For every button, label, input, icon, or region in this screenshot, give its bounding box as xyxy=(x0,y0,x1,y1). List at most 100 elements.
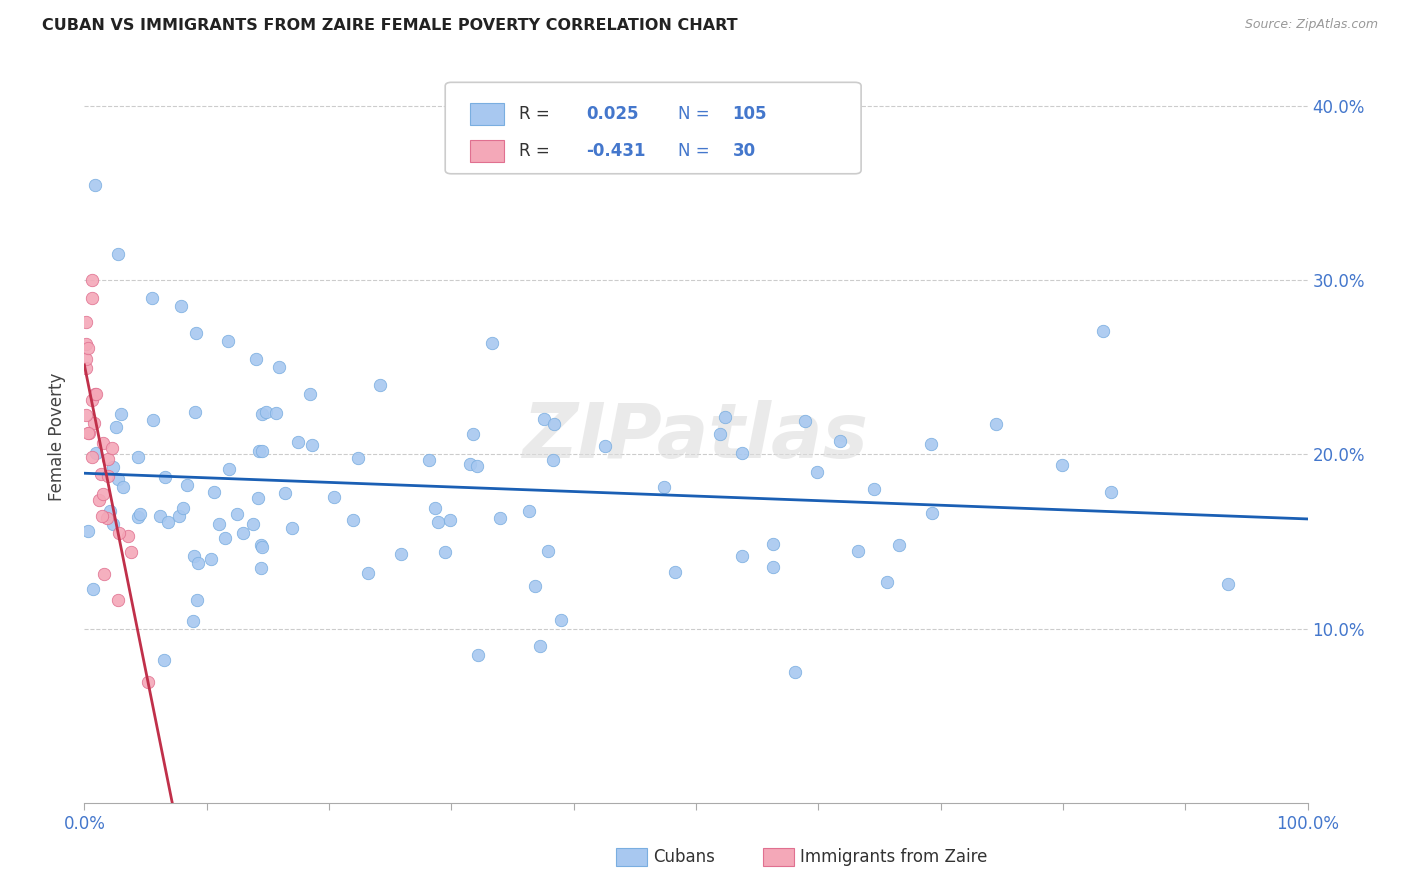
Point xyxy=(731,446,754,460)
Text: 105: 105 xyxy=(733,105,768,123)
Point xyxy=(80,450,103,464)
Point xyxy=(153,470,176,484)
Point xyxy=(214,531,236,545)
Point xyxy=(76,341,98,355)
Point xyxy=(101,441,124,455)
Point xyxy=(920,437,942,451)
Point xyxy=(127,450,149,464)
Point xyxy=(467,458,489,473)
Point xyxy=(887,538,910,552)
FancyBboxPatch shape xyxy=(470,103,503,125)
Point xyxy=(80,291,103,305)
Point xyxy=(110,408,132,422)
Point xyxy=(346,451,368,466)
Point xyxy=(186,593,208,607)
Point xyxy=(200,551,222,566)
Text: CUBAN VS IMMIGRANTS FROM ZAIRE FEMALE POVERTY CORRELATION CHART: CUBAN VS IMMIGRANTS FROM ZAIRE FEMALE PO… xyxy=(42,18,738,33)
Point xyxy=(129,507,152,521)
Point xyxy=(245,351,267,366)
Point xyxy=(537,544,560,558)
Point xyxy=(183,405,205,419)
Point xyxy=(481,336,503,351)
Point xyxy=(593,439,616,453)
FancyBboxPatch shape xyxy=(616,848,647,866)
Point xyxy=(226,507,249,521)
FancyBboxPatch shape xyxy=(470,140,503,162)
Point xyxy=(167,508,190,523)
Point xyxy=(120,545,142,559)
Point xyxy=(709,427,731,442)
Point xyxy=(467,648,489,662)
Point xyxy=(391,547,413,561)
Point xyxy=(101,460,124,475)
Point xyxy=(91,509,114,524)
Point xyxy=(1218,576,1240,591)
Point xyxy=(806,465,828,479)
Point xyxy=(107,525,129,540)
Point xyxy=(533,412,555,426)
Point xyxy=(652,480,675,494)
Point xyxy=(184,326,207,340)
Point xyxy=(299,387,322,401)
Point xyxy=(287,434,309,449)
Text: N =: N = xyxy=(678,105,709,123)
Point xyxy=(152,653,174,667)
Point xyxy=(846,544,869,558)
Point xyxy=(82,392,104,407)
Point xyxy=(427,515,450,529)
Point xyxy=(785,665,807,680)
Point xyxy=(90,467,112,481)
Text: Cubans: Cubans xyxy=(654,848,716,866)
Point xyxy=(84,386,107,401)
Point xyxy=(1091,324,1114,338)
Point xyxy=(157,515,180,529)
Point xyxy=(301,438,323,452)
Point xyxy=(434,545,457,559)
Point xyxy=(181,615,204,629)
Point xyxy=(368,377,391,392)
Point xyxy=(517,503,540,517)
Point xyxy=(280,521,302,535)
FancyBboxPatch shape xyxy=(446,82,860,174)
Point xyxy=(176,478,198,492)
Text: Immigrants from Zaire: Immigrants from Zaire xyxy=(800,848,987,866)
Point xyxy=(107,472,129,486)
Point xyxy=(77,425,100,440)
Point xyxy=(169,300,191,314)
Point xyxy=(250,540,273,554)
Point xyxy=(529,639,551,653)
FancyBboxPatch shape xyxy=(763,848,794,866)
Point xyxy=(97,469,120,483)
Point xyxy=(149,508,172,523)
Point xyxy=(830,434,852,448)
Point xyxy=(247,444,270,458)
Text: ZIPatlas: ZIPatlas xyxy=(523,401,869,474)
Point xyxy=(87,493,110,508)
Point xyxy=(104,420,127,434)
Text: Source: ZipAtlas.com: Source: ZipAtlas.com xyxy=(1244,18,1378,31)
Point xyxy=(250,538,273,552)
Point xyxy=(1101,485,1123,500)
Point xyxy=(80,273,103,287)
Point xyxy=(127,509,149,524)
Point xyxy=(762,537,785,551)
Point xyxy=(541,453,564,467)
Point xyxy=(458,457,481,471)
Text: N =: N = xyxy=(678,143,709,161)
Point xyxy=(423,500,446,515)
Point xyxy=(254,405,277,419)
Point xyxy=(1050,458,1073,473)
Point xyxy=(84,178,107,192)
Point xyxy=(762,560,785,574)
Point xyxy=(461,427,484,442)
Point xyxy=(91,436,114,450)
Y-axis label: Female Poverty: Female Poverty xyxy=(48,373,66,501)
Point xyxy=(142,413,165,427)
Point xyxy=(75,351,97,366)
Text: R =: R = xyxy=(519,105,550,123)
Point xyxy=(250,561,273,575)
Point xyxy=(208,517,231,532)
Point xyxy=(863,482,886,496)
Point xyxy=(342,513,364,527)
Point xyxy=(986,417,1008,432)
